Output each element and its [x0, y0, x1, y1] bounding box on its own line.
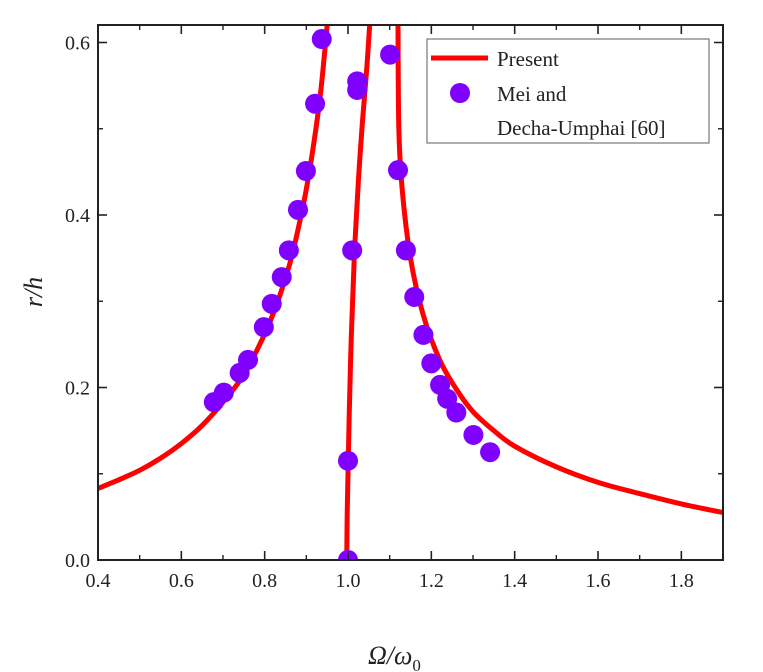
reference-data-point — [213, 382, 234, 403]
reference-data-point — [342, 240, 363, 261]
reference-data-point — [295, 161, 316, 182]
legend-marker-reference — [450, 83, 470, 103]
present-curve-branch-3 — [395, 25, 723, 516]
present-curve-branch-2 — [344, 25, 373, 560]
x-tick-label: 0.4 — [86, 570, 111, 592]
reference-data-point — [463, 424, 484, 445]
y-tick-label: 0.6 — [65, 33, 90, 55]
reference-data-point — [404, 286, 425, 307]
reference-data-point — [395, 240, 416, 261]
present-curve-branch-1 — [98, 25, 330, 491]
reference-data-point — [271, 267, 292, 288]
reference-data-point — [338, 450, 358, 471]
reference-data-point — [278, 240, 299, 261]
x-axis-label-subscript: 0 — [412, 656, 421, 672]
x-tick-label: 1.8 — [669, 570, 694, 592]
legend: Present Mei and Decha-Umphai [60] — [426, 38, 710, 144]
x-axis-label: Ω/ω0 — [368, 641, 421, 672]
reference-data-point — [380, 44, 401, 65]
legend-label-reference-line2: Decha-Umphai [60] — [497, 116, 666, 140]
x-tick-label: 0.8 — [252, 570, 277, 592]
y-axis-label: r/h — [19, 277, 48, 307]
reference-data-point — [347, 79, 368, 100]
reference-data-point — [421, 353, 442, 374]
reference-data-point — [238, 349, 258, 370]
x-tick-label: 1.4 — [502, 570, 527, 592]
x-tick-label: 1.6 — [586, 570, 611, 592]
plot-frame — [97, 24, 724, 561]
legend-label-reference-line1: Mei and — [497, 82, 567, 106]
y-tick-label: 0.4 — [65, 205, 90, 227]
x-tick-label: 0.6 — [169, 570, 194, 592]
legend-label-present: Present — [497, 47, 559, 71]
plot-area — [98, 25, 723, 560]
reference-data-point — [253, 317, 274, 338]
reference-data-point — [311, 29, 332, 50]
y-tick-label: 0.2 — [65, 378, 90, 400]
reference-data-point — [413, 324, 434, 345]
reference-data-point — [480, 442, 501, 463]
x-tick-label: 1.2 — [419, 570, 444, 592]
reference-data-point — [388, 160, 408, 181]
y-tick-label: 0.0 — [65, 550, 90, 572]
x-tick-label: 1.0 — [336, 570, 361, 592]
reference-data-point — [261, 293, 282, 314]
axis-ticks: 0.4 0.6 0.8 1.0 1.2 1.4 1.6 1.8 0.0 0.2 0.4 0.6 — [65, 25, 724, 592]
reference-data-point — [446, 402, 467, 423]
reference-data-point — [288, 199, 308, 220]
reference-data-point — [305, 93, 326, 114]
